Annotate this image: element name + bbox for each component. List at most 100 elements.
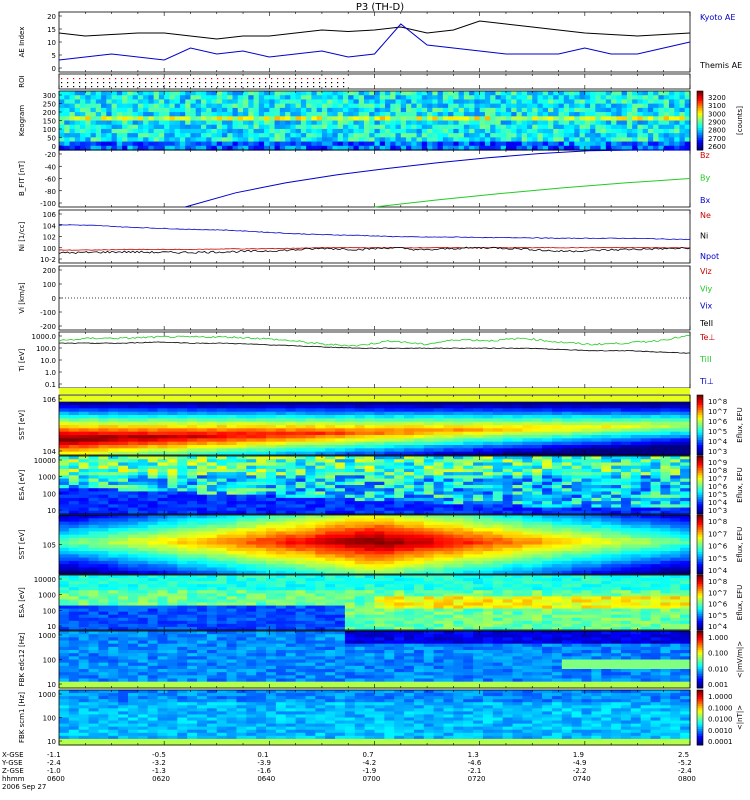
roi-dot — [307, 82, 309, 84]
roi-dot — [199, 78, 201, 80]
roi-dot — [67, 86, 69, 88]
esa_i-colorbar-label: Eflux, EFU — [736, 585, 744, 620]
ae-series-line — [58, 23, 691, 61]
sst_i-colorbar-tick: 10^4 — [708, 567, 728, 575]
ti-legend-item: Ti⊥ — [699, 377, 714, 386]
roi-dot — [181, 82, 183, 84]
bfit-legend-item: Bz — [700, 151, 710, 160]
x-tick-label: 0740 — [573, 775, 591, 783]
fbk_b-colorbar-tick: 1.0000 — [708, 693, 733, 701]
roi-dot — [295, 78, 297, 80]
fbk_b-ytick-label: 100 — [43, 715, 56, 723]
fbk_b-ytick-label: 1000 — [38, 691, 56, 699]
roi-dot — [307, 78, 309, 80]
roi-dot — [151, 82, 153, 84]
roi-dot — [121, 86, 123, 88]
esa_i-colorbar-tick: 10^7 — [708, 589, 727, 597]
esa_i-colorbar-tick: 10^8 — [708, 578, 727, 586]
fbk_e-colorbar-tick: 0.010 — [708, 665, 728, 673]
ti-ytick-label: 10.0 — [40, 357, 56, 365]
esa_i-spectrogram — [59, 575, 691, 631]
roi-dot — [73, 78, 75, 80]
roi-dot — [331, 78, 333, 80]
x-tick-label: 0640 — [257, 775, 275, 783]
roi-dot — [319, 78, 321, 80]
ti-ytick-label: 0.1 — [45, 381, 56, 389]
x-row-value: -1.6 — [257, 767, 271, 775]
roi-dot — [223, 86, 225, 88]
fbk_e-spectrogram — [59, 631, 691, 689]
roi-dot — [145, 78, 147, 80]
esa_i-ytick-label: 100 — [43, 607, 56, 615]
roi-dot — [271, 82, 273, 84]
sst_e-colorbar: 10^8 10^7 10^6 10^5 10^4 10^3 Eflux, EFU — [696, 394, 744, 456]
bfit-ytick-label: -20 — [45, 151, 56, 159]
fbk_e-panel: 1000 100 10 FBK edc12 [Hz] 1.000 0.100 0.010 0.… — [18, 630, 744, 689]
roi-dot — [301, 78, 303, 80]
roi-ylabel: ROI — [18, 75, 26, 87]
roi-dot — [145, 82, 147, 84]
roi-dot — [199, 82, 201, 84]
roi-dot — [85, 78, 87, 80]
roi-dot — [271, 78, 273, 80]
roi-dot — [265, 86, 267, 88]
ae-panel: 20 15 10 5 0 AE Index Kyoto AE Themis AE — [18, 11, 742, 73]
roi-panel: ROI — [18, 73, 691, 90]
roi-dot — [217, 82, 219, 84]
ae-ytick-label: 20 — [47, 13, 56, 21]
roi-dot — [193, 78, 195, 80]
roi-dot — [163, 86, 165, 88]
esa_i-ytick-label: 10 — [47, 623, 56, 631]
ae-ylabel: AE Index — [18, 27, 26, 58]
roi-dot — [61, 86, 63, 88]
esa_e-ytick-label: 1000 — [38, 474, 56, 482]
ae-series-line — [58, 20, 691, 40]
roi-dot — [217, 78, 219, 80]
roi-dot — [247, 78, 249, 80]
roi-dot — [235, 86, 237, 88]
ti-legend-item: Te⊥ — [699, 333, 715, 342]
bfit-series-line — [185, 149, 690, 208]
sst-e-top-band — [59, 388, 690, 394]
sst_e-colorbar-label: Eflux, EFU — [736, 407, 744, 442]
esa_e-colorbar: 10^910^810^710^610^510^410^3 Eflux, EFU — [696, 455, 744, 515]
ae-ytick-label: 5 — [52, 52, 56, 60]
sst_e-colorbar-tick: 10^3 — [708, 448, 727, 456]
ae-legend-item: Themis AE — [699, 61, 742, 70]
esa_e-ytick-label: 10 — [47, 507, 56, 515]
roi-dot — [61, 78, 63, 80]
keo-colorbar-tick: 2600 — [708, 143, 726, 151]
keo-ylabel: Keogram — [18, 105, 26, 136]
roi-dot — [169, 78, 171, 80]
fbk_b-colorbar-tick: 0.0010 — [708, 727, 733, 735]
keo-colorbar-tick: 3100 — [708, 102, 726, 110]
vi-ytick-label: 100 — [43, 281, 56, 289]
keo-ytick-label: 200 — [43, 109, 56, 117]
x-row-value: -1.9 — [363, 767, 377, 775]
ni-series-line — [58, 246, 691, 251]
ni-legend-item: Npot — [700, 252, 719, 261]
ni-legend-item: Ni — [700, 232, 708, 241]
x-tick-label: 0620 — [152, 775, 170, 783]
roi-dot — [229, 86, 231, 88]
ae-ytick-label: 0 — [52, 65, 56, 73]
fbk_e-ytick-label: 100 — [43, 657, 56, 665]
roi-dot — [325, 78, 327, 80]
x-row-value: -1.3 — [152, 767, 166, 775]
roi-dot — [163, 78, 165, 80]
keo-colorbar-tick: 2800 — [708, 127, 726, 135]
keogram-heatmap — [59, 91, 691, 151]
roi-dot — [235, 82, 237, 84]
sst_i-colorbar-tick: 10^5 — [708, 555, 727, 563]
keo-colorbar-tick: 3200 — [708, 94, 726, 102]
fbk_e-colorbar-tick: 0.100 — [708, 650, 728, 658]
x-row-value: -4.2 — [363, 759, 377, 767]
roi-dot — [97, 82, 99, 84]
esa_e-ylabel: ESA [eV] — [18, 469, 26, 500]
roi-dot — [313, 86, 315, 88]
roi-dot — [121, 78, 123, 80]
keo-ytick-label: 300 — [43, 92, 56, 100]
roi-dot — [343, 78, 345, 80]
ni-ytick-label: 100 — [43, 245, 56, 253]
